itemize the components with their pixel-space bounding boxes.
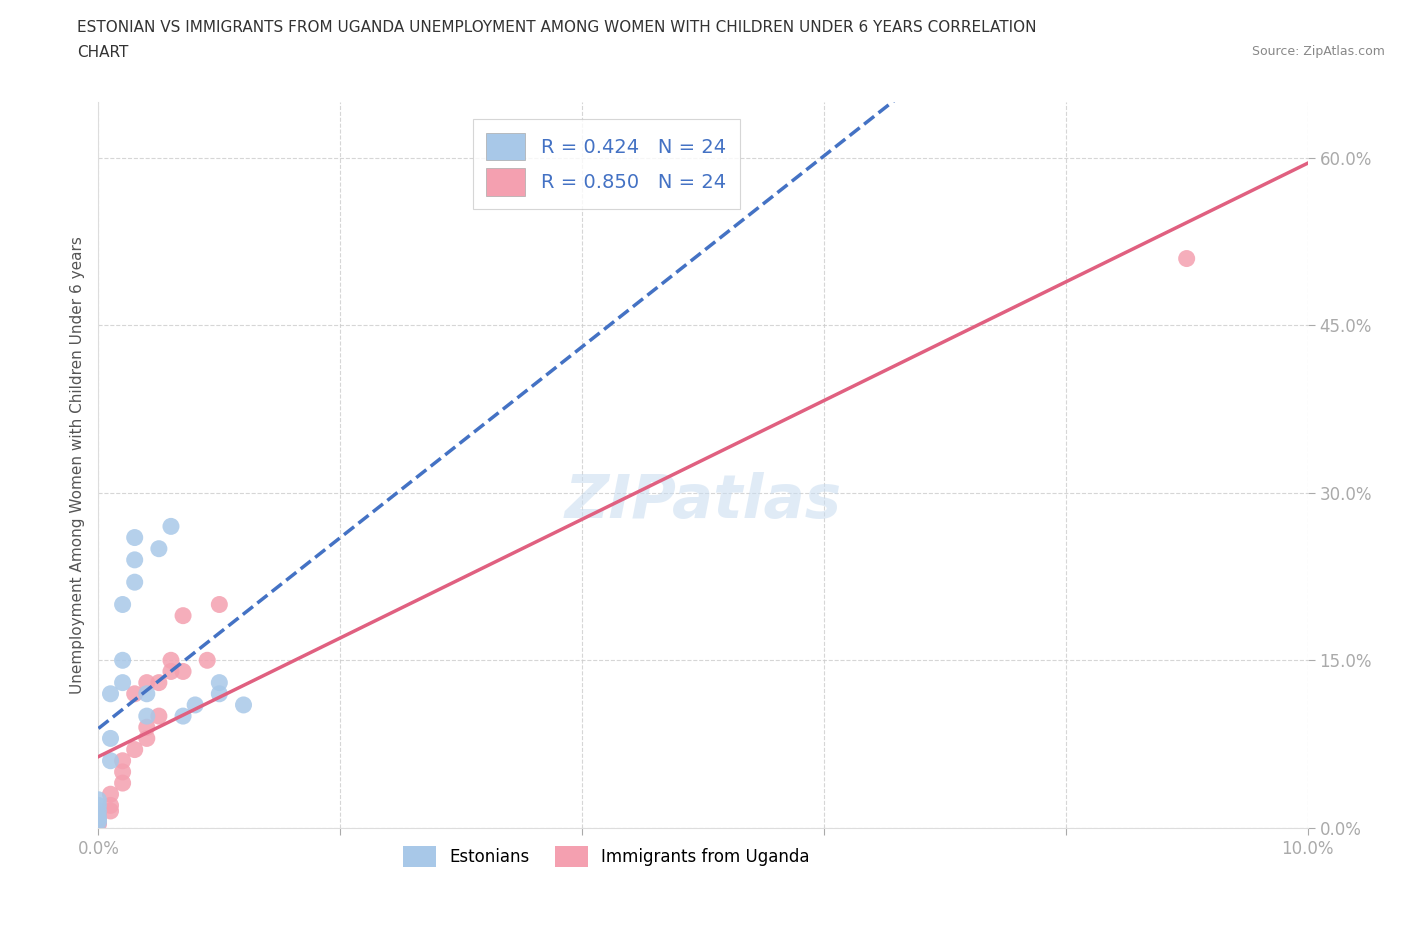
Point xyxy=(87,815,110,830)
Point xyxy=(172,664,194,679)
Y-axis label: Unemployment Among Women with Children Under 6 years: Unemployment Among Women with Children U… xyxy=(69,236,84,694)
Point xyxy=(124,686,146,701)
Point xyxy=(100,753,122,768)
Point xyxy=(100,731,122,746)
Point xyxy=(111,764,134,779)
Point xyxy=(232,698,254,712)
Point xyxy=(135,686,157,701)
Point xyxy=(195,653,218,668)
Text: Source: ZipAtlas.com: Source: ZipAtlas.com xyxy=(1251,45,1385,58)
Point xyxy=(160,664,183,679)
Point xyxy=(111,597,134,612)
Point xyxy=(135,720,157,735)
Point xyxy=(135,731,157,746)
Point xyxy=(148,541,170,556)
Point xyxy=(135,675,157,690)
Legend: Estonians, Immigrants from Uganda: Estonians, Immigrants from Uganda xyxy=(396,839,817,874)
Point xyxy=(124,742,146,757)
Point xyxy=(87,811,110,826)
Point xyxy=(172,709,194,724)
Point xyxy=(87,807,110,822)
Point xyxy=(124,530,146,545)
Point xyxy=(87,817,110,831)
Text: CHART: CHART xyxy=(77,45,129,60)
Point xyxy=(100,686,122,701)
Point xyxy=(208,597,231,612)
Point xyxy=(111,753,134,768)
Point xyxy=(87,809,110,824)
Point xyxy=(124,575,146,590)
Point xyxy=(100,804,122,818)
Point xyxy=(160,653,183,668)
Point xyxy=(100,787,122,802)
Point xyxy=(124,552,146,567)
Text: ESTONIAN VS IMMIGRANTS FROM UGANDA UNEMPLOYMENT AMONG WOMEN WITH CHILDREN UNDER : ESTONIAN VS IMMIGRANTS FROM UGANDA UNEMP… xyxy=(77,20,1036,35)
Point xyxy=(111,653,134,668)
Text: ZIPatlas: ZIPatlas xyxy=(564,472,842,531)
Point xyxy=(160,519,183,534)
Point xyxy=(87,804,110,818)
Point xyxy=(148,709,170,724)
Point xyxy=(1175,251,1198,266)
Point xyxy=(100,798,122,813)
Point xyxy=(208,675,231,690)
Point xyxy=(148,675,170,690)
Point xyxy=(111,776,134,790)
Point xyxy=(87,813,110,828)
Point xyxy=(87,792,110,807)
Point xyxy=(87,798,110,813)
Point xyxy=(184,698,207,712)
Point xyxy=(87,815,110,830)
Point xyxy=(172,608,194,623)
Point xyxy=(111,675,134,690)
Point xyxy=(208,686,231,701)
Point xyxy=(135,709,157,724)
